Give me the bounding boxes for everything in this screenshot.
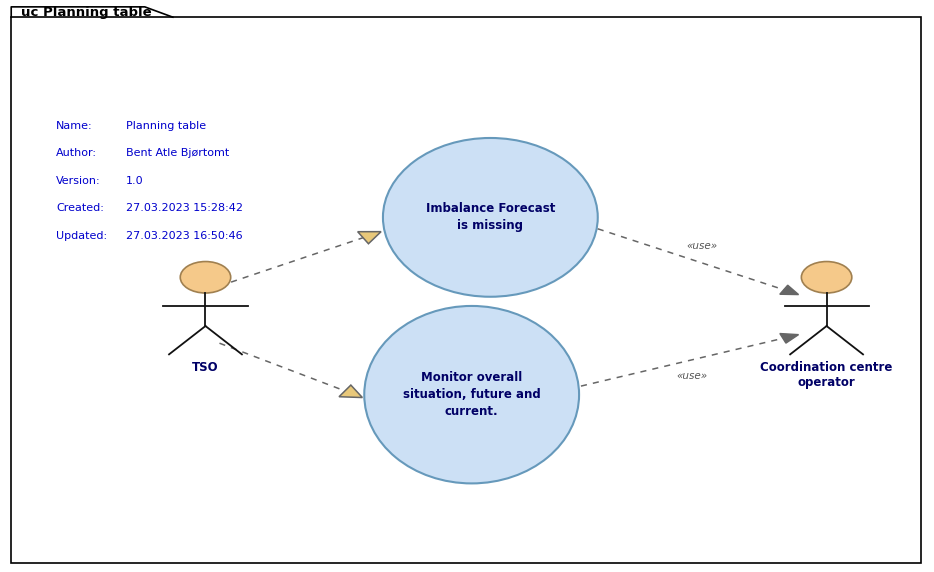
Text: «use»: «use» <box>686 241 717 252</box>
Text: TSO: TSO <box>192 361 219 374</box>
Text: 27.03.2023 15:28:42: 27.03.2023 15:28:42 <box>126 203 243 213</box>
Ellipse shape <box>801 261 852 293</box>
Text: Planning table: Planning table <box>126 121 206 131</box>
Text: «use»: «use» <box>677 371 708 381</box>
Polygon shape <box>339 385 362 398</box>
Text: Bent Atle Bjørtomt: Bent Atle Bjørtomt <box>126 148 230 158</box>
Text: Imbalance Forecast
is missing: Imbalance Forecast is missing <box>426 202 555 232</box>
Text: Monitor overall
situation, future and
current.: Monitor overall situation, future and cu… <box>403 371 541 418</box>
Text: Version:: Version: <box>56 176 101 186</box>
Ellipse shape <box>180 261 231 293</box>
Polygon shape <box>780 333 799 343</box>
Ellipse shape <box>364 306 579 483</box>
Ellipse shape <box>383 138 598 297</box>
Text: Coordination centre
operator: Coordination centre operator <box>760 361 893 388</box>
Text: Name:: Name: <box>56 121 92 131</box>
Text: uc Planning table: uc Planning table <box>21 6 151 18</box>
Text: 1.0: 1.0 <box>126 176 144 186</box>
Text: Created:: Created: <box>56 203 104 213</box>
Text: Author:: Author: <box>56 148 97 158</box>
Text: Updated:: Updated: <box>56 231 107 241</box>
Polygon shape <box>780 285 799 295</box>
Polygon shape <box>358 232 381 244</box>
Text: 27.03.2023 16:50:46: 27.03.2023 16:50:46 <box>126 231 243 241</box>
